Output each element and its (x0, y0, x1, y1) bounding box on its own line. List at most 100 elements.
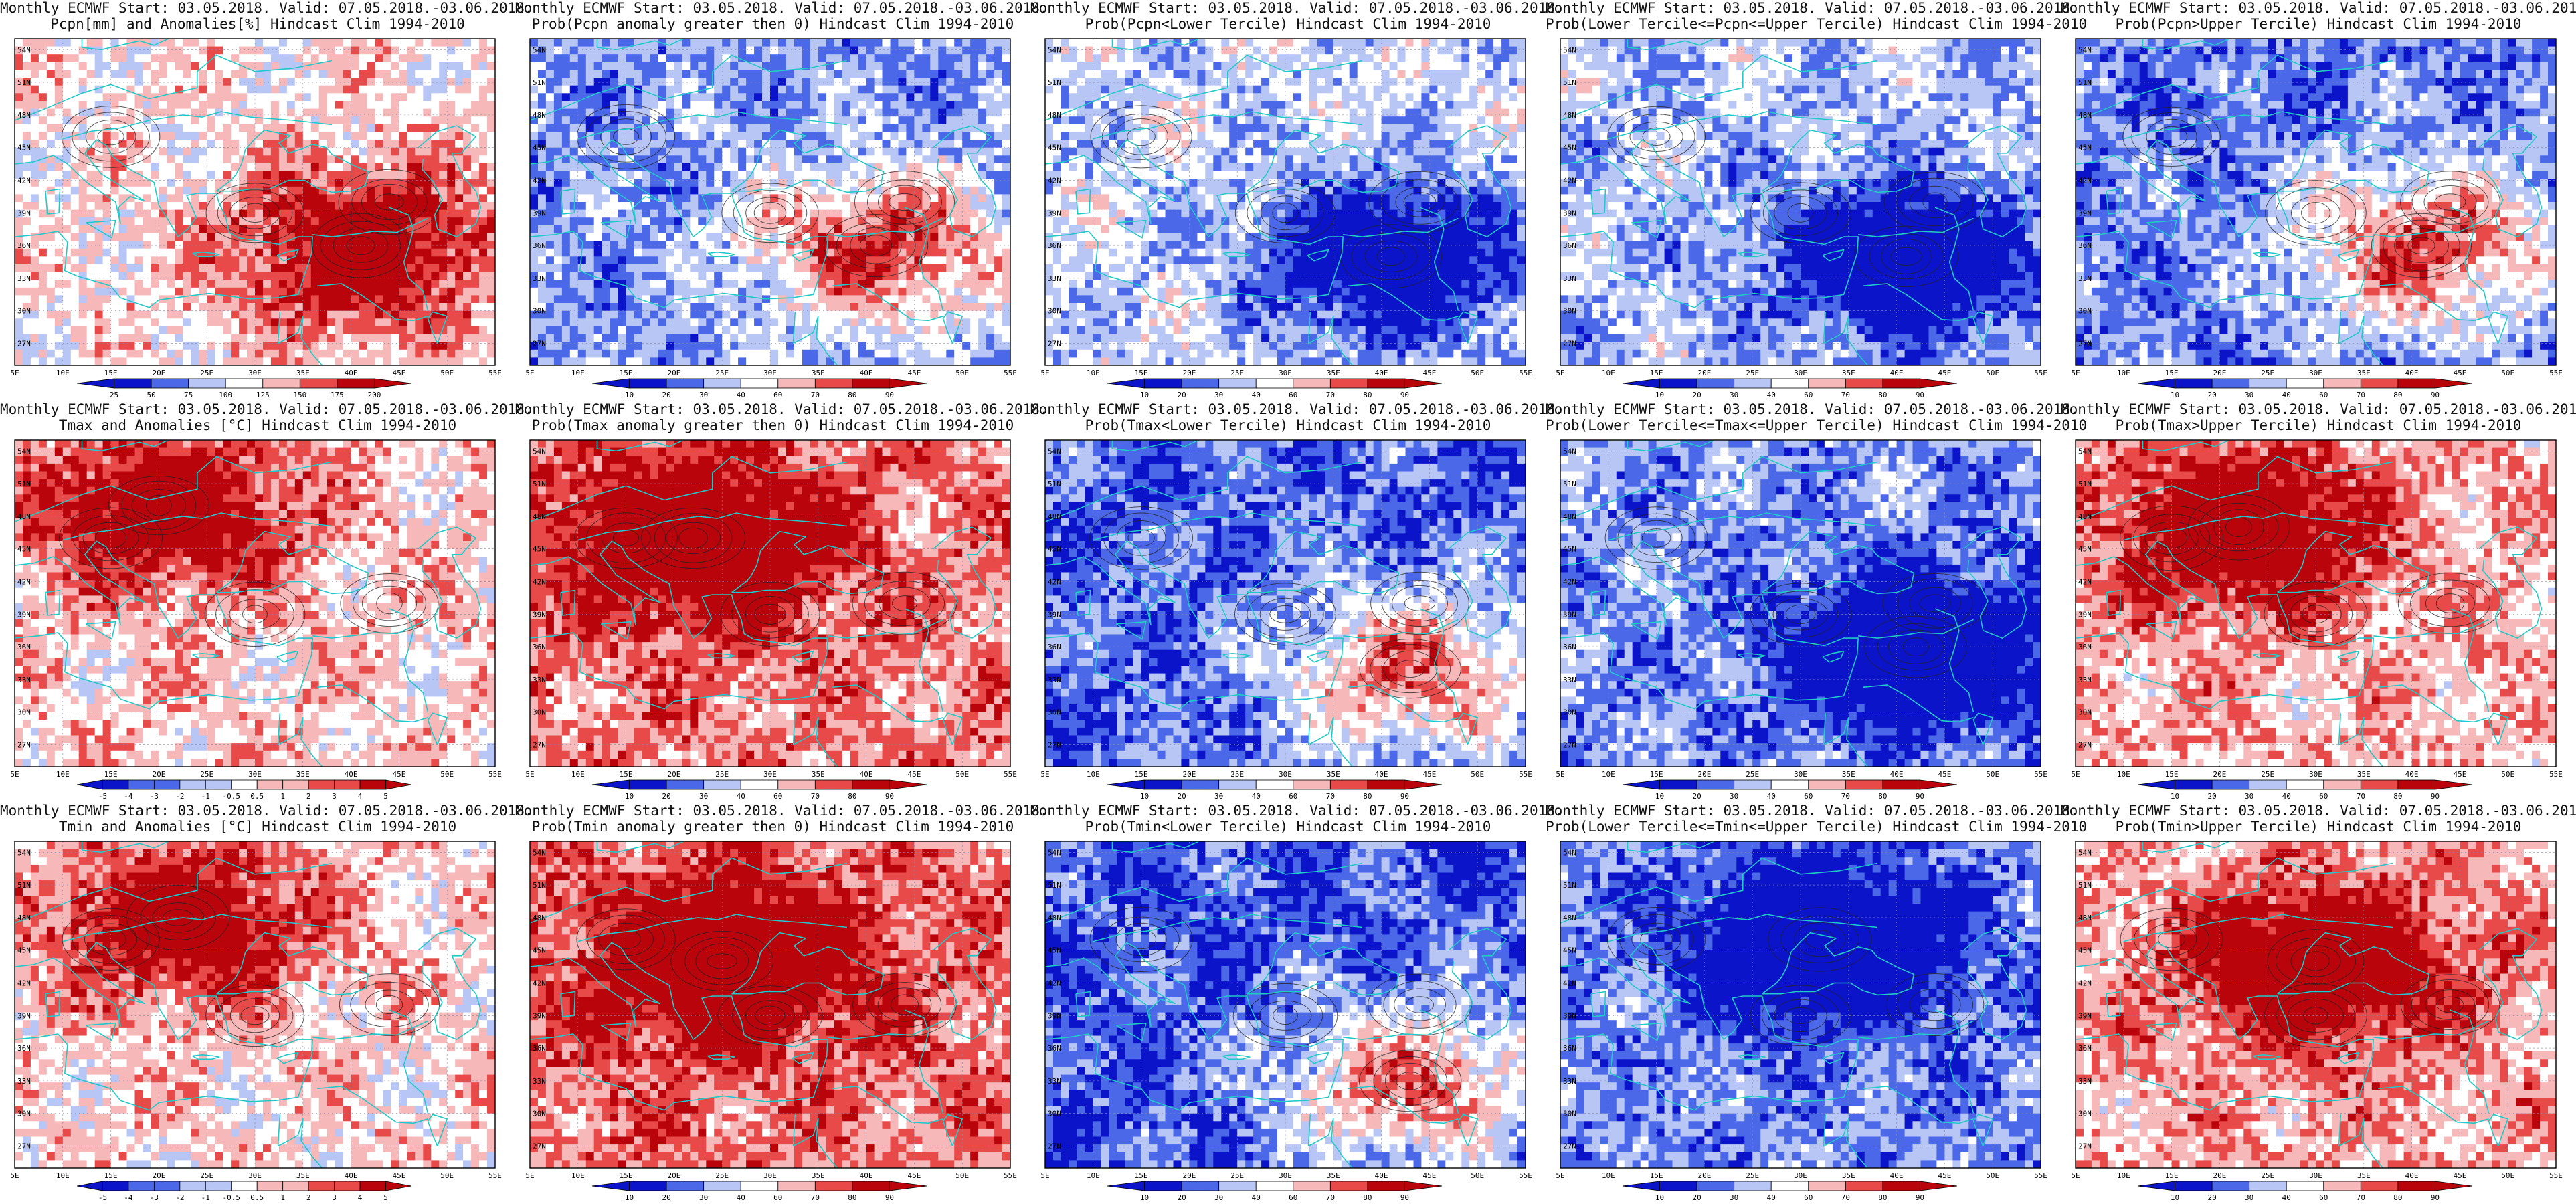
lon-tick-label: 25E (2261, 770, 2274, 777)
forecast-panel: Monthly ECMWF Start: 03.05.2018. Valid: … (0, 803, 533, 1204)
lat-tick-label: 27N (17, 1142, 31, 1150)
colorbar-tick-label: 40 (737, 391, 745, 399)
panel-title: Monthly ECMWF Start: 03.05.2018. Valid: … (0, 401, 533, 433)
colorbar-tick-label: 70 (1841, 792, 1850, 801)
shaded-field (2076, 440, 2556, 767)
lon-tick-label: 35E (1327, 770, 1340, 777)
lat-tick-label: 42N (533, 176, 546, 185)
lat-tick-label: 45N (2078, 144, 2092, 153)
lat-tick-label: 30N (533, 708, 546, 717)
map-plot: 5E 10E 15E 20E 25E 30E 35E 40E 45E 50E 55E 27N 30N 33… (10, 439, 502, 777)
lat-tick-label: 54N (17, 848, 31, 857)
lat-tick-label: 45N (533, 545, 546, 554)
colorbar: 10 20 30 40 60 70 80 90 (1107, 779, 1443, 801)
forecast-panel: Monthly ECMWF Start: 03.05.2018. Valid: … (515, 401, 1048, 803)
contour-lines (574, 507, 957, 647)
lat-tick-label: 39N (1048, 610, 1061, 619)
lon-tick-label: 50E (2501, 770, 2514, 777)
colorbar-tick-label: 30 (1730, 792, 1738, 801)
lon-tick-label: 20E (1182, 770, 1196, 777)
lon-tick-label: 40E (1890, 770, 1904, 777)
lon-tick-label: 30E (248, 770, 262, 777)
lat-tick-label: 45N (17, 545, 31, 554)
colorbar: -5 -4 -3 -2 -1 -0.5 0.5 1 2 3 4 5 (76, 1181, 412, 1202)
lat-tick-label: 54N (17, 447, 31, 456)
coastline (2076, 440, 2543, 767)
lat-tick-label: 51N (2078, 881, 2092, 890)
shaded-field (1560, 841, 2041, 1168)
lat-tick-label: 39N (17, 610, 31, 619)
lon-tick-label: 35E (812, 1171, 825, 1179)
lon-tick-label: 5E (1556, 770, 1564, 777)
lon-tick-label: 10E (56, 1171, 70, 1179)
colorbar-tick-label: 20 (1692, 391, 1701, 399)
lon-tick-label: 10E (571, 369, 585, 376)
lon-tick-label: 40E (1375, 770, 1388, 777)
lat-tick-label: 36N (1563, 241, 1576, 250)
colorbar-tick-label: -0.5 (223, 792, 241, 801)
forecast-panel: Monthly ECMWF Start: 03.05.2018. Valid: … (0, 0, 533, 401)
colorbar-tick-label: -4 (124, 1193, 133, 1202)
forecast-panel: Monthly ECMWF Start: 03.05.2018. Valid: … (1546, 401, 2087, 803)
lat-tick-label: 30N (17, 307, 31, 316)
colorbar-tick-label: 3 (332, 1193, 337, 1202)
colorbar-tick-label: 70 (1326, 391, 1335, 399)
colorbar-tick-label: -5 (98, 792, 107, 801)
lon-tick-label: 20E (1697, 1171, 1711, 1179)
lat-tick-label: 48N (533, 512, 546, 521)
panel-title-line1: Monthly ECMWF Start: 03.05.2018. Valid: … (2061, 803, 2576, 819)
lat-tick-label: 27N (2078, 1142, 2092, 1150)
colorbar-tick-label: 80 (1363, 1193, 1372, 1202)
contour-lines (59, 476, 439, 647)
colorbar-tick-label: 0.5 (250, 792, 264, 801)
colorbar: 10 20 30 40 60 70 80 90 (1622, 779, 1958, 801)
colorbar: 10 20 30 40 60 70 80 90 (1107, 378, 1443, 399)
lat-tick-label: 39N (1048, 1011, 1061, 1020)
lat-tick-label: 48N (1563, 512, 1576, 521)
lat-tick-label: 54N (533, 447, 546, 456)
lon-tick-label: 45E (907, 369, 921, 376)
lat-tick-label: 48N (1048, 512, 1061, 521)
colorbar-tick-label: 10 (2171, 391, 2179, 399)
colorbar-tick-label: -3 (150, 792, 159, 801)
colorbar-tick-label: 60 (1804, 1193, 1813, 1202)
colorbar-tick-label: 20 (1177, 1193, 1186, 1202)
colorbar-tick-label: 4 (358, 1193, 363, 1202)
colorbar-tick-label: -2 (175, 1193, 184, 1202)
lat-tick-label: 30N (1048, 307, 1061, 316)
lon-tick-label: 15E (104, 770, 118, 777)
panel-title-line2: Prob(Lower Tercile<=Tmin<=Upper Tercile)… (1546, 819, 2087, 835)
panel-title: Monthly ECMWF Start: 03.05.2018. Valid: … (1546, 803, 2087, 835)
lat-tick-label: 51N (2078, 480, 2092, 488)
lat-tick-label: 36N (2078, 643, 2092, 651)
colorbar: 10 20 30 40 60 70 80 90 (2137, 1181, 2473, 1202)
lon-tick-label: 45E (2453, 369, 2466, 376)
lon-tick-label: 40E (860, 369, 873, 376)
colorbar-tick-label: 70 (1841, 391, 1850, 399)
lon-tick-label: 45E (1938, 369, 1951, 376)
colorbar-tick-label: 40 (1767, 1193, 1776, 1202)
shaded-field (2076, 39, 2556, 365)
lat-tick-label: 36N (533, 643, 546, 651)
lat-tick-label: 54N (1048, 848, 1061, 857)
lon-tick-label: 5E (1040, 770, 1049, 777)
lat-tick-label: 39N (1563, 209, 1576, 217)
panel-title-line2: Prob(Lower Tercile<=Pcpn<=Upper Tercile)… (1546, 16, 2087, 32)
colorbar-tick-label: 10 (1140, 792, 1149, 801)
shaded-field (15, 841, 495, 1168)
lon-tick-label: 35E (1327, 1171, 1340, 1179)
lon-tick-label: 40E (2405, 369, 2419, 376)
colorbar-tick-label: 40 (1252, 1193, 1261, 1202)
colorbar-tick-label: 2 (306, 792, 311, 801)
lon-tick-label: 25E (715, 1171, 729, 1179)
colorbar: 10 20 30 40 60 70 80 90 (1107, 1181, 1443, 1202)
contour-lines (1604, 506, 1988, 678)
lat-tick-label: 48N (2078, 914, 2092, 922)
lat-tick-label: 54N (2078, 45, 2092, 54)
lon-tick-label: 25E (200, 369, 213, 376)
colorbar-tick-label: 60 (773, 792, 782, 801)
lat-tick-label: 54N (533, 45, 546, 54)
panel-title-line2: Prob(Tmin<Lower Tercile) Hindcast Clim 1… (1030, 819, 1546, 835)
colorbar-tick-label: 90 (2431, 1193, 2440, 1202)
lon-tick-label: 5E (10, 369, 19, 376)
